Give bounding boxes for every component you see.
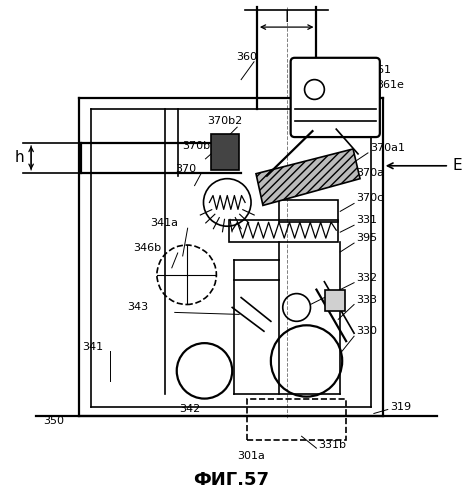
Text: h: h xyxy=(14,150,24,166)
Bar xyxy=(229,220,338,242)
Text: 370b2: 370b2 xyxy=(207,116,242,126)
Text: 361: 361 xyxy=(369,64,390,74)
Bar xyxy=(211,134,238,170)
Polygon shape xyxy=(256,149,359,206)
Text: 332: 332 xyxy=(355,272,376,282)
Text: 350: 350 xyxy=(43,416,64,426)
Text: 370: 370 xyxy=(175,164,195,174)
Bar xyxy=(325,290,344,312)
Text: 343: 343 xyxy=(127,302,148,312)
Text: 346b: 346b xyxy=(133,243,161,253)
Text: 341a: 341a xyxy=(150,218,178,228)
Text: 370c: 370c xyxy=(355,194,382,203)
Text: 395: 395 xyxy=(355,233,376,243)
Text: 301a: 301a xyxy=(237,451,264,461)
Text: 319: 319 xyxy=(389,402,410,411)
Text: I: I xyxy=(284,10,288,24)
Text: 331: 331 xyxy=(355,216,376,226)
Text: 330: 330 xyxy=(355,326,376,336)
Text: 342: 342 xyxy=(179,404,200,413)
Text: 341: 341 xyxy=(82,342,104,352)
Text: 370b: 370b xyxy=(181,141,209,151)
Text: 360: 360 xyxy=(236,52,257,62)
Text: 361e: 361e xyxy=(375,80,403,90)
FancyBboxPatch shape xyxy=(290,58,379,137)
Text: 333: 333 xyxy=(355,294,376,304)
Bar xyxy=(278,200,338,222)
Text: 370a1: 370a1 xyxy=(369,143,404,153)
Text: E: E xyxy=(451,158,461,174)
Text: 370a: 370a xyxy=(355,168,383,177)
Text: ФИГ.57: ФИГ.57 xyxy=(193,471,269,489)
Text: 331b: 331b xyxy=(318,440,346,450)
Bar xyxy=(247,398,345,440)
